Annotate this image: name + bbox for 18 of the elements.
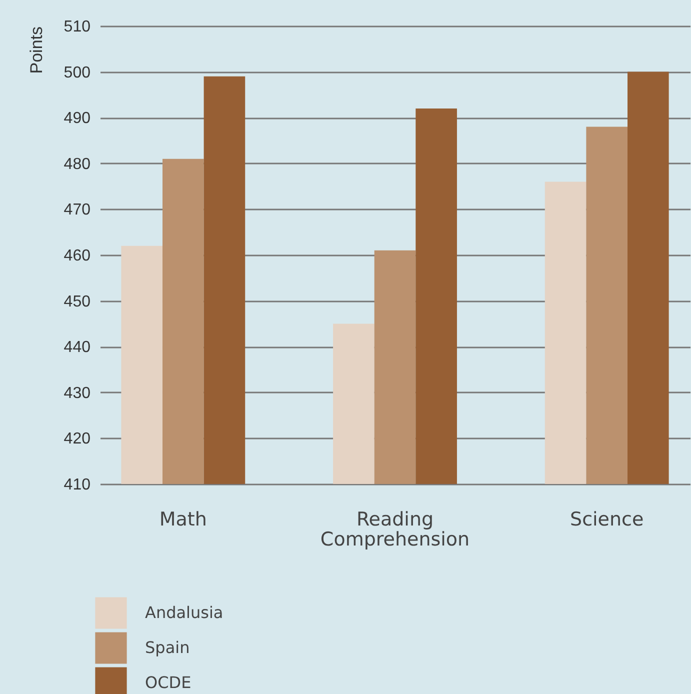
y-tick-label: 430 — [64, 384, 91, 402]
legend-label: Andalusia — [145, 603, 224, 622]
y-tick-label: 510 — [64, 18, 91, 36]
y-tick-label: 470 — [64, 202, 91, 219]
x-tick-label: Math — [159, 508, 207, 530]
y-tick-label: 410 — [64, 476, 91, 494]
y-tick-label: 440 — [64, 339, 91, 356]
x-tick-label: Reading Comprehension — [320, 508, 470, 550]
y-tick-label: 450 — [64, 293, 91, 310]
y-axis-title: Points — [26, 26, 46, 74]
y-tick-label: 460 — [64, 248, 91, 264]
y-tick-label: 420 — [64, 430, 91, 448]
y-tick-label: 490 — [64, 110, 91, 128]
legend-label: Spain — [145, 638, 190, 657]
x-tick-label: Science — [570, 508, 644, 530]
y-tick-label: 480 — [64, 156, 91, 173]
legend-label: OCDE — [145, 673, 192, 692]
y-tick-label: 500 — [64, 64, 91, 82]
